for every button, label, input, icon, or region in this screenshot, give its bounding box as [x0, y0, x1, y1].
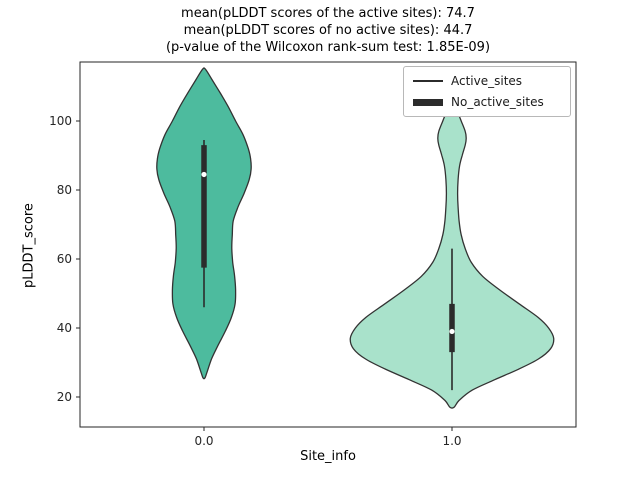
legend-entry-active-sites: Active_sites — [413, 74, 561, 88]
legend: Active_sites No_active_sites — [403, 66, 571, 117]
legend-label: No_active_sites — [451, 95, 544, 109]
chart-title-line-1: mean(pLDDT scores of the active sites): … — [181, 6, 475, 21]
x-tick-label: 0.0 — [194, 434, 213, 448]
y-tick-label: 100 — [49, 114, 72, 128]
legend-label: Active_sites — [451, 74, 523, 88]
chart-title-line-3: (p-value of the Wilcoxon rank-sum test: … — [165, 40, 491, 55]
x-axis-label: Site_info — [300, 449, 356, 464]
y-tick-label: 80 — [57, 183, 72, 197]
chart-title: mean(pLDDT scores of the active sites): … — [80, 5, 576, 56]
median-dot — [449, 328, 455, 335]
legend-entry-no-active-sites: No_active_sites — [413, 95, 561, 109]
chart-title-line-2: mean(pLDDT scores of no active sites): 4… — [183, 23, 473, 38]
median-dot — [201, 171, 207, 178]
axes-frame — [79, 61, 577, 428]
y-tick-label: 60 — [57, 252, 72, 266]
thin-line-swatch — [413, 80, 443, 82]
y-tick-label: 20 — [57, 390, 72, 404]
y-axis-label: pLDDT_score — [21, 203, 37, 288]
x-tick-label: 1.0 — [442, 434, 461, 448]
y-tick-label: 40 — [57, 321, 72, 335]
thick-line-swatch — [413, 98, 443, 106]
